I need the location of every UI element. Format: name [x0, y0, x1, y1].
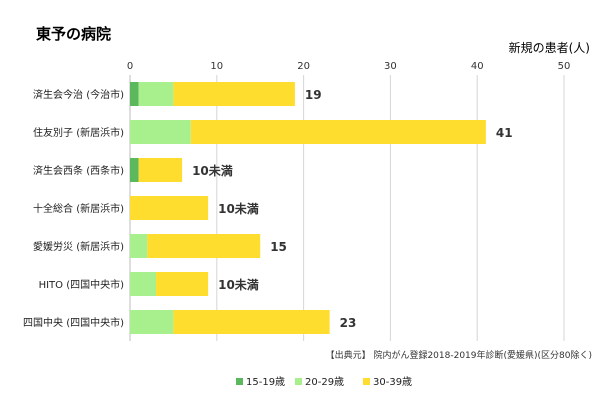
bar-segment: [190, 120, 486, 144]
bar-segment: [130, 272, 157, 296]
legend-swatch: [363, 378, 370, 385]
bar-segment: [130, 158, 139, 182]
legend-swatch: [295, 378, 302, 385]
data-label: 23: [340, 316, 357, 330]
legend-label: 15-19歳: [246, 376, 285, 388]
category-label: 済生会今治 (今治市): [33, 88, 124, 101]
legend: 15-19歳 20-29歳 30-39歳: [236, 376, 412, 388]
bars: [130, 82, 486, 334]
legend-label: 30-39歳: [373, 376, 412, 388]
bar-segment: [156, 272, 209, 296]
data-label: 10未満: [218, 201, 259, 216]
category-label: 済生会西条 (西条市): [33, 164, 124, 177]
chart-title: 東予の病院: [36, 25, 111, 43]
category-label: HITO (四国中央市): [39, 278, 125, 291]
category-label: 四国中央 (四国中央市): [23, 316, 124, 329]
data-label: 10未満: [218, 277, 259, 292]
bar-segment: [130, 82, 139, 106]
data-label: 19: [305, 88, 322, 102]
bar-segment: [138, 158, 183, 182]
x-tick-label: 40: [471, 61, 484, 72]
legend-label: 20-29歳: [305, 376, 344, 388]
x-tick-label: 20: [297, 61, 310, 72]
x-axis-ticks: 0 10 20 30 40 50: [127, 61, 571, 72]
bar-segment: [138, 82, 174, 106]
bar-segment: [130, 120, 191, 144]
x-tick-label: 30: [384, 61, 397, 72]
x-tick-label: 10: [210, 61, 223, 72]
legend-swatch: [236, 378, 243, 385]
data-label: 10未満: [192, 163, 233, 178]
bar-segment: [130, 310, 174, 334]
category-label: 十全総合 (新居浜市): [33, 202, 124, 215]
grid: [129, 75, 565, 341]
bar-segment: [173, 82, 295, 106]
data-label: 41: [496, 126, 513, 140]
category-labels: 済生会今治 (今治市) 住友別子 (新居浜市) 済生会西条 (西条市) 十全総合 (新…: [23, 88, 124, 329]
bar-segment: [130, 234, 148, 258]
x-tick-label: 0: [127, 61, 133, 72]
bar-segment: [173, 310, 330, 334]
category-label: 住友別子 (新居浜市): [33, 126, 124, 139]
data-label: 15: [270, 240, 287, 254]
unit-label: 新規の患者(人): [509, 40, 590, 55]
source-note: 【出典元】 院内がん登録2018-2019年診断(愛媛県)(区分80除く): [326, 349, 592, 361]
bar-segment: [147, 234, 261, 258]
data-labels: 19 41 10未満 10未満 15 10未満 23: [192, 88, 513, 330]
bar-segment: [130, 196, 209, 220]
x-tick-label: 50: [558, 61, 571, 72]
category-label: 愛媛労災 (新居浜市): [33, 240, 124, 253]
